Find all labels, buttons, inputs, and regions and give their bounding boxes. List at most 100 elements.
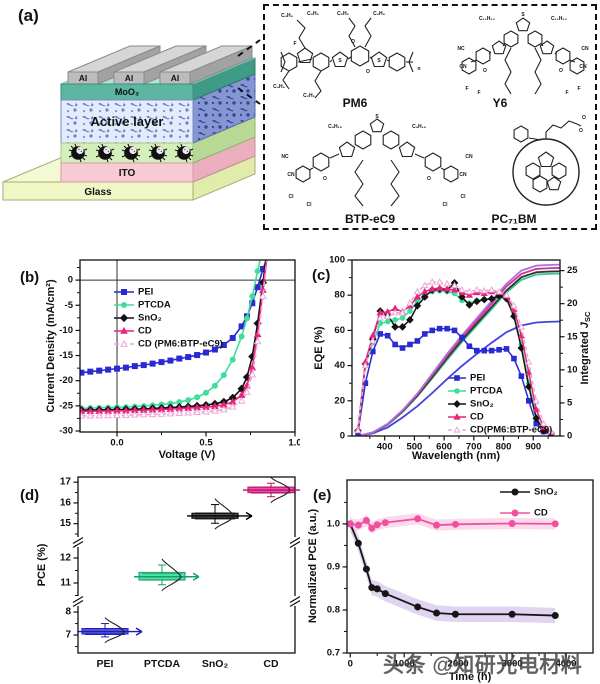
svg-text:3000: 3000 — [502, 658, 523, 669]
svg-text:F: F — [477, 90, 480, 96]
svg-text:C₂H₅: C₂H₅ — [303, 93, 315, 98]
legend-entry: PTCDA — [138, 300, 171, 311]
panel-label-d: (d) — [20, 487, 39, 504]
legend-entry: CD — [534, 508, 548, 519]
carbon-dot — [174, 143, 194, 163]
pm6-label: PM6 — [342, 96, 368, 110]
svg-text:O: O — [483, 68, 487, 74]
panel-a-label: (a) — [18, 6, 39, 25]
svg-text:11: 11 — [60, 578, 71, 589]
svg-text:0.7: 0.7 — [327, 648, 340, 659]
carbon-dot — [95, 143, 115, 163]
svg-text:C₄H₉: C₄H₉ — [373, 11, 385, 17]
btp-ec9-structure: S C₉H₁₉ C₉H₁₉ NC CN O Cl Cl CN CN O Cl Cl — [281, 114, 473, 208]
series-markers-CD (PM6:BTP-eC9) — [80, 292, 267, 419]
svg-text:1.0: 1.0 — [288, 437, 300, 448]
axes-c: 400 500 600 700 800 900 0 20 40 60 80 100 0 5 10 15 20 25… — [313, 255, 592, 463]
carbon-dot — [121, 143, 141, 163]
svg-text:Cl: Cl — [289, 194, 295, 200]
svg-text:NC: NC — [281, 154, 289, 160]
svg-text:80: 80 — [334, 290, 345, 301]
box-SnO₂ — [187, 498, 253, 530]
plot-frame — [346, 479, 594, 654]
svg-text:2000: 2000 — [448, 658, 469, 669]
svg-text:10: 10 — [567, 364, 578, 375]
svg-text:F: F — [465, 86, 468, 92]
btp-ec9-label: BTP-eC9 — [344, 212, 395, 226]
svg-text:S: S — [521, 12, 525, 18]
active-layer-label: Active layer — [91, 114, 164, 129]
legend-entry: PEI — [470, 373, 485, 384]
y-axis-label: Current Density (mA/cm²) — [45, 279, 57, 413]
svg-text:C₉H₁₉: C₉H₁₉ — [328, 124, 342, 130]
device-schematic: Al Al Al MoO₃ Active layer ITO Glass — [2, 39, 261, 201]
svg-text:C₁₁H₂₃: C₁₁H₂₃ — [551, 16, 568, 22]
series-markers-PEI — [80, 266, 266, 376]
svg-text:800: 800 — [496, 441, 512, 452]
y-axis-label: PCE (%) — [36, 543, 48, 586]
svg-text:NC: NC — [457, 46, 465, 52]
svg-text:O: O — [582, 115, 586, 121]
svg-text:O: O — [559, 68, 563, 74]
legend-c: PEI PTCDA SnO₂ CD CD(PM6:BTP-eC9) — [448, 373, 552, 436]
svg-text:O: O — [323, 176, 327, 182]
y-axis-label: Normalized PCE (a.u.) — [307, 509, 319, 624]
plot-frame — [79, 259, 296, 433]
series-line-SnO₂ — [357, 281, 552, 435]
svg-text:20: 20 — [567, 298, 578, 309]
series-markers-SnO₂ — [347, 520, 559, 620]
y-axis-label: EQE (%) — [313, 326, 325, 370]
legend-entry: PTCDA — [470, 386, 503, 397]
svg-text:700: 700 — [466, 441, 482, 452]
carbon-dots — [68, 143, 194, 163]
svg-text:C₁₁H₂₃: C₁₁H₂₃ — [479, 16, 496, 22]
svg-text:O: O — [351, 39, 355, 45]
svg-text:C₉H₁₉: C₉H₁₉ — [412, 124, 426, 130]
series-line-CD(PM6:BTP-eC9) — [357, 281, 552, 433]
svg-text:400: 400 — [377, 441, 393, 452]
svg-text:0.0: 0.0 — [110, 437, 123, 448]
error-band-SnO₂ — [350, 516, 556, 624]
legend-entry: CD(PM6:BTP-eC9) — [470, 425, 552, 436]
legend-b: PEI PTCDA SnO₂ CD CD (PM6:BTP-eC9) — [114, 287, 223, 350]
legend-entry: SnO₂ — [534, 487, 558, 498]
plot-area-b — [80, 260, 295, 432]
active-layer-front-face — [60, 99, 194, 144]
svg-text:0.9: 0.9 — [327, 561, 340, 572]
carbon-dot — [68, 143, 88, 163]
svg-text:-15: -15 — [59, 350, 73, 361]
category-label: PTCDA — [144, 658, 181, 670]
y2-axis-label: Integrated JSC — [579, 311, 592, 384]
svg-text:S: S — [338, 58, 342, 64]
svg-text:40: 40 — [334, 360, 345, 371]
x-axis-label: Voltage (V) — [159, 449, 216, 461]
svg-text:C₂H₅: C₂H₅ — [337, 11, 349, 17]
pointer-dashes — [237, 39, 261, 105]
series-markers-SnO₂ — [80, 278, 268, 415]
pce-boxplot-chart: 17 16 15 12 11 8 7 PEI PTCDA SnO₂ CD PCE (%) (d) — [20, 476, 300, 670]
svg-text:20: 20 — [334, 395, 345, 406]
jv-curves-chart: 0.0 0.5 1.0 0 -5 -10 -15 -20 -25 -30 Voltage (V) Cu… — [20, 259, 300, 461]
svg-text:0.5: 0.5 — [199, 437, 213, 448]
svg-text:60: 60 — [334, 325, 345, 336]
svg-text:0: 0 — [68, 275, 73, 286]
glass-label: Glass — [84, 187, 112, 198]
y6-label: Y6 — [492, 96, 508, 110]
ito-label: ITO — [119, 168, 136, 179]
axes-e: 0 1000 2000 3000 4000 0.7 0.8 0.9 1.0 Time (h) Nor… — [307, 501, 577, 683]
svg-text:17: 17 — [60, 477, 72, 488]
stability-chart: 0 1000 2000 3000 4000 0.7 0.8 0.9 1.0 Time (h) Nor… — [307, 479, 594, 683]
plot-frame — [77, 476, 296, 654]
svg-text:CN: CN — [287, 172, 295, 178]
svg-text:-30: -30 — [59, 425, 73, 436]
legend-e: SnO₂ CD — [500, 487, 558, 519]
svg-text:C₄H₉: C₄H₉ — [273, 84, 285, 90]
al-label: Al — [79, 73, 88, 83]
integrated-line-PEI integrated — [357, 320, 560, 436]
svg-text:CN: CN — [465, 154, 473, 160]
svg-text:O: O — [579, 128, 583, 134]
watermark: 头条 @知研光电材料 — [383, 654, 583, 677]
svg-text:-20: -20 — [59, 375, 73, 386]
legend-entry: SnO₂ — [138, 313, 162, 324]
